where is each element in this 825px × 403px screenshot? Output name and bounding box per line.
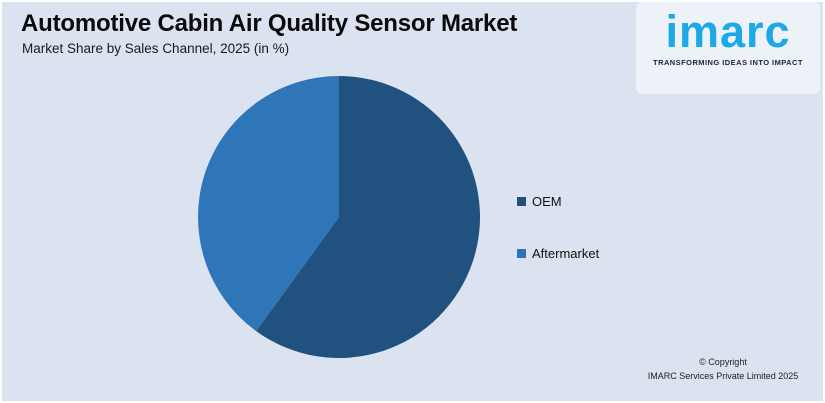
- legend-swatch-aftermarket: [517, 248, 526, 258]
- imarc-logo-tagline: TRANSFORMING IDEAS INTO IMPACT: [653, 57, 803, 67]
- copyright: © Copyright IMARC Services Private Limit…: [628, 356, 818, 383]
- imarc-logo: imarc TRANSFORMING IDEAS INTO IMPACT: [636, 2, 820, 94]
- legend-label-oem: OEM: [532, 193, 562, 209]
- legend-item-aftermarket: Aftermarket: [517, 245, 599, 261]
- imarc-logo-wordmark: imarc: [665, 6, 791, 57]
- legend-label-aftermarket: Aftermarket: [532, 245, 600, 261]
- copyright-line2: IMARC Services Private Limited 2025: [647, 370, 799, 381]
- pie-slice-oem: [256, 76, 480, 358]
- legend-item-oem: OEM: [517, 193, 562, 209]
- pie-chart-svg: [197, 76, 480, 358]
- legend-swatch-oem: [517, 196, 526, 206]
- page-subtitle: Market Share by Sales Channel, 2025 (in …: [22, 41, 290, 56]
- page-title: Automotive Cabin Air Quality Sensor Mark…: [21, 10, 518, 37]
- copyright-line1: © Copyright: [699, 357, 747, 367]
- pie-slice-aftermarket: [197, 76, 339, 332]
- pie-chart: [197, 76, 480, 358]
